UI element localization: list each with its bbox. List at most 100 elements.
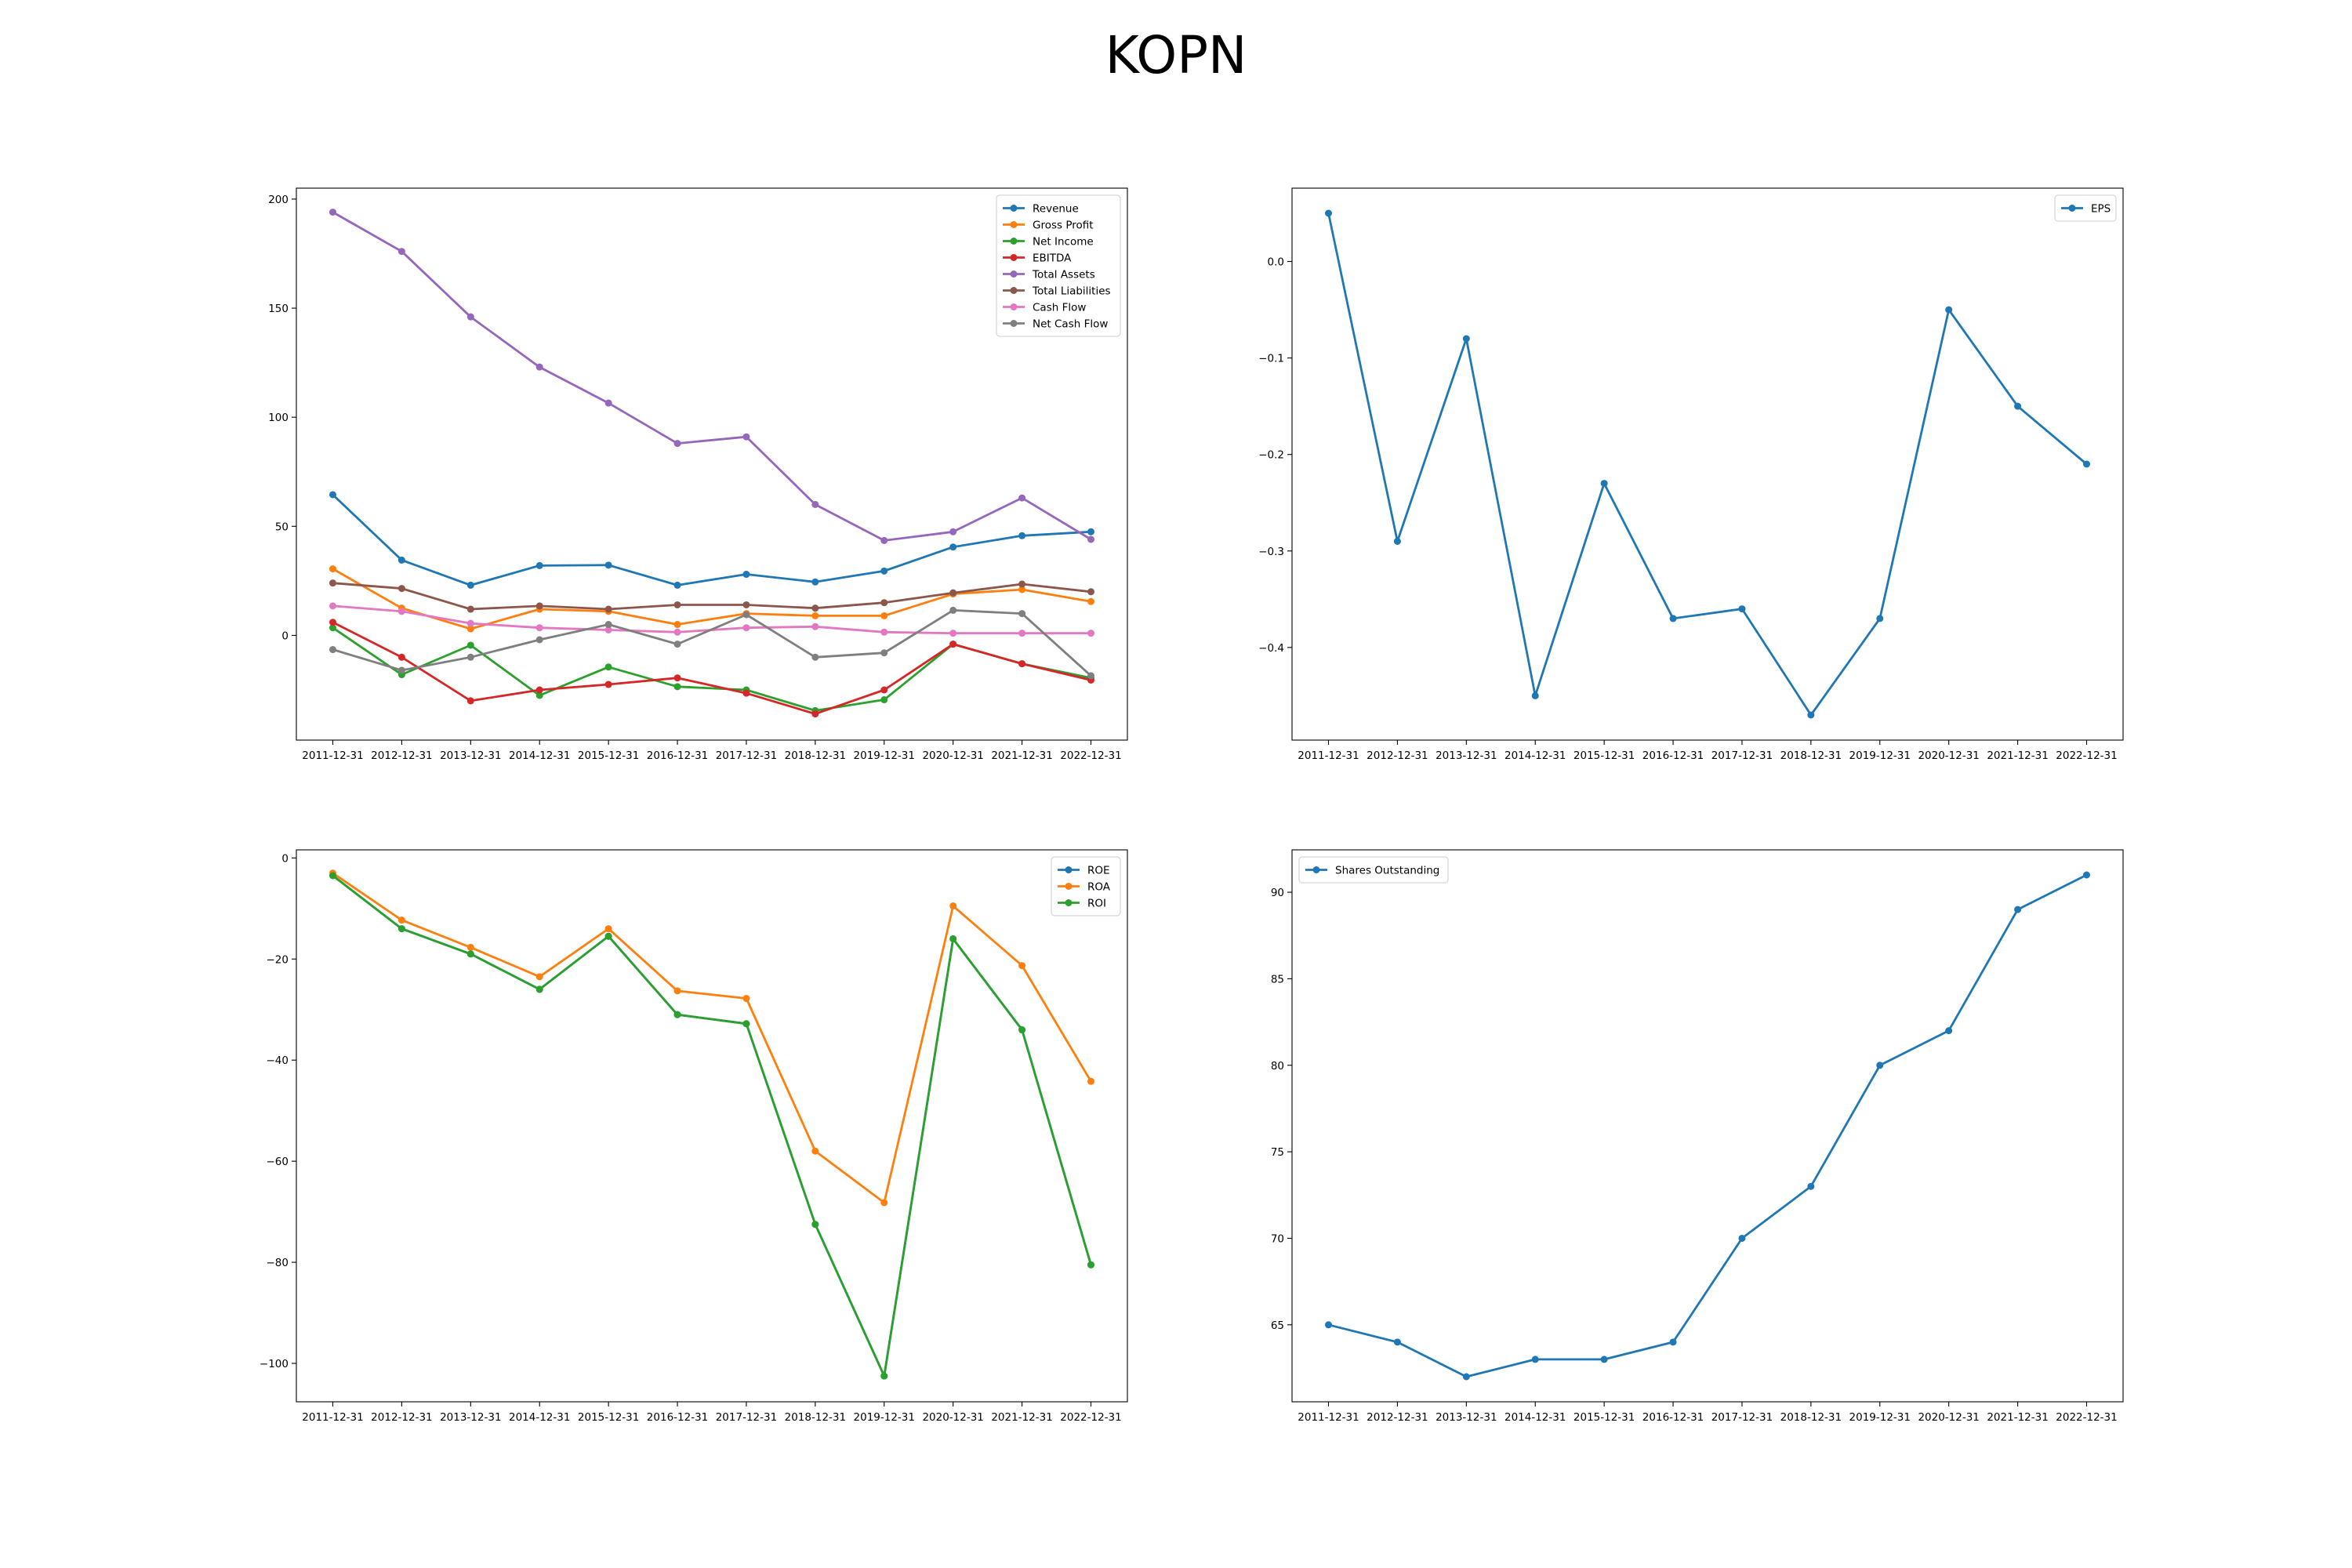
y-tick-label: 0 bbox=[281, 852, 289, 865]
legend: Revenue Gross Profit Net Income EBITDA Total… bbox=[996, 194, 1121, 337]
x-tick-label: 2013-12-31 bbox=[440, 750, 501, 762]
series-line bbox=[332, 211, 1092, 542]
x-tick-label: 2015-12-31 bbox=[1573, 750, 1635, 762]
data-point bbox=[1018, 1026, 1026, 1034]
data-point bbox=[604, 621, 612, 629]
data-point bbox=[2083, 460, 2090, 468]
series-line bbox=[1327, 212, 2088, 717]
data-point bbox=[1087, 588, 1094, 596]
data-point bbox=[949, 528, 957, 535]
data-point bbox=[329, 872, 336, 880]
data-point bbox=[1018, 660, 1026, 668]
data-point bbox=[466, 605, 474, 613]
x-tick-label: 2015-12-31 bbox=[1573, 1411, 1635, 1424]
data-point bbox=[949, 606, 957, 614]
series-line bbox=[1327, 873, 2088, 1378]
series-roe bbox=[329, 872, 1094, 1380]
x-tick-label: 2016-12-31 bbox=[647, 750, 708, 762]
data-point bbox=[329, 579, 336, 587]
data-point bbox=[2083, 871, 2090, 879]
data-point bbox=[397, 925, 405, 933]
data-point bbox=[880, 567, 888, 575]
data-point bbox=[397, 556, 405, 564]
data-point bbox=[1669, 1338, 1677, 1346]
y-tick-label: 200 bbox=[268, 194, 289, 206]
data-point bbox=[604, 605, 612, 613]
data-point bbox=[1462, 1373, 1470, 1381]
axes-frame bbox=[296, 187, 1128, 741]
series-line bbox=[332, 582, 1092, 611]
data-point bbox=[1018, 532, 1026, 539]
x-tick-label: 2013-12-31 bbox=[1436, 1411, 1497, 1424]
data-point bbox=[949, 543, 957, 551]
x-tick-label: 2016-12-31 bbox=[1642, 750, 1704, 762]
data-point bbox=[535, 602, 543, 610]
data-point bbox=[673, 674, 681, 682]
series-revenue bbox=[329, 491, 1094, 589]
data-point bbox=[880, 599, 888, 607]
series-total-liabilities bbox=[329, 579, 1094, 613]
data-point bbox=[329, 209, 336, 216]
y-tick-label: −0.4 bbox=[1258, 642, 1284, 655]
data-point bbox=[466, 619, 474, 627]
data-point bbox=[604, 626, 612, 633]
data-point bbox=[811, 653, 819, 661]
x-tick-label: 2014-12-31 bbox=[509, 1411, 570, 1424]
data-point bbox=[811, 622, 819, 630]
data-point bbox=[1462, 335, 1470, 343]
data-point bbox=[1018, 580, 1026, 588]
data-point bbox=[466, 581, 474, 589]
x-tick-label: 2020-12-31 bbox=[922, 1411, 983, 1424]
data-point bbox=[1018, 962, 1026, 970]
series-ebitda bbox=[329, 619, 1094, 718]
data-point bbox=[1669, 615, 1677, 622]
data-point bbox=[604, 681, 612, 688]
x-tick-label: 2014-12-31 bbox=[1504, 1411, 1566, 1424]
data-point bbox=[329, 619, 336, 626]
data-point bbox=[2014, 906, 2022, 913]
data-point bbox=[604, 399, 612, 407]
data-point bbox=[811, 604, 819, 612]
data-point bbox=[811, 1221, 819, 1229]
data-point bbox=[811, 500, 819, 508]
data-point bbox=[742, 995, 750, 1003]
series-eps bbox=[1325, 209, 2090, 719]
data-point bbox=[811, 612, 819, 619]
x-tick-label: 2017-12-31 bbox=[716, 1411, 777, 1424]
series-net-cash-flow bbox=[329, 606, 1094, 680]
axes-frame bbox=[1291, 849, 2124, 1403]
legend-marker bbox=[1010, 254, 1018, 261]
legend-label: Net Income bbox=[1033, 236, 1094, 249]
data-point bbox=[673, 601, 681, 608]
x-tick-label: 2017-12-31 bbox=[1711, 1411, 1773, 1424]
legend-label: Cash Flow bbox=[1033, 302, 1086, 314]
y-tick-label: 0.0 bbox=[1268, 256, 1284, 269]
series-line bbox=[332, 874, 1092, 1377]
legend-label: Total Assets bbox=[1032, 269, 1095, 281]
data-point bbox=[329, 491, 336, 499]
data-point bbox=[397, 666, 405, 674]
data-point bbox=[1018, 586, 1026, 593]
data-point bbox=[1945, 1027, 1953, 1035]
data-point bbox=[1600, 480, 1608, 488]
x-tick-label: 2022-12-31 bbox=[2056, 1411, 2117, 1424]
data-point bbox=[742, 624, 750, 632]
x-tick-label: 2014-12-31 bbox=[1504, 750, 1566, 762]
series-total-assets bbox=[329, 209, 1094, 544]
data-point bbox=[535, 686, 543, 694]
data-point bbox=[604, 932, 612, 940]
charts: 2011-12-31 2012-12-31 2013-12-31 2014-12-31… bbox=[260, 187, 2124, 1424]
x-tick-label: 2018-12-31 bbox=[785, 750, 846, 762]
x-tick-label: 2012-12-31 bbox=[1367, 1411, 1428, 1424]
legend-label: Shares Outstanding bbox=[1335, 865, 1439, 877]
data-point bbox=[466, 313, 474, 321]
data-point bbox=[673, 581, 681, 589]
legend-marker bbox=[1010, 221, 1018, 228]
data-point bbox=[1807, 711, 1815, 719]
data-point bbox=[742, 1020, 750, 1028]
data-point bbox=[1393, 1338, 1401, 1346]
legend-label: Net Cash Flow bbox=[1033, 318, 1108, 331]
y-tick-label: 90 bbox=[1271, 887, 1284, 899]
data-point bbox=[604, 663, 612, 671]
series-shares-outstanding bbox=[1325, 871, 2090, 1381]
